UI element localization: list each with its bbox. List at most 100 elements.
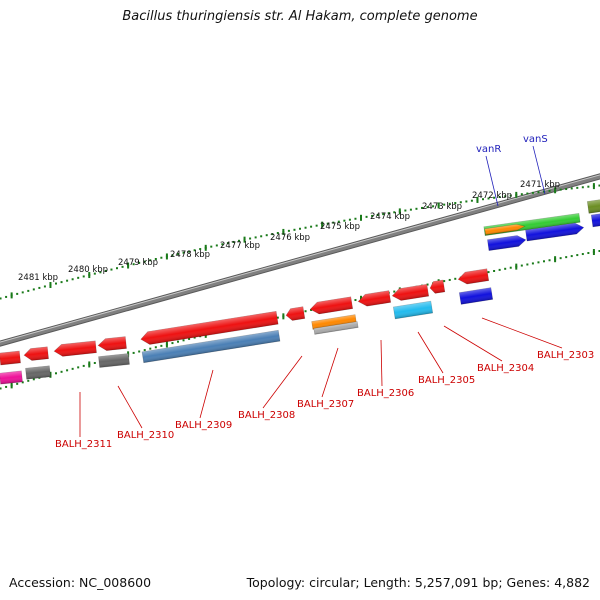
- gene-feature-magenta: [0, 370, 23, 385]
- scale-tick: [49, 371, 52, 378]
- scale-dot: [443, 280, 446, 283]
- genome-backbone-highlight: [0, 174, 600, 343]
- gene-feature-silver-shade: [313, 321, 359, 335]
- scale-tick: [398, 208, 401, 215]
- gene-feature-red-3: [53, 340, 97, 357]
- scale-dot: [509, 266, 512, 269]
- scale-tick: [515, 191, 518, 198]
- scale-tick: [282, 313, 285, 320]
- gene-feature-red-9-shade: [392, 284, 429, 301]
- locus-tag-leader: [380, 339, 383, 387]
- scale-dot: [559, 257, 562, 260]
- gene-feature-red-2-shade: [24, 346, 49, 361]
- scale-dot: [354, 217, 357, 220]
- scale-dot: [32, 378, 35, 381]
- scale-dot: [487, 271, 490, 274]
- kbp-label: 2472 kbp: [472, 191, 512, 201]
- scale-tick: [10, 382, 13, 389]
- locus-tag-leader: [417, 331, 444, 374]
- scale-dot: [287, 229, 290, 232]
- kbp-label: 2479 kbp: [118, 258, 158, 268]
- locus-tag-label: BALH_2304: [477, 363, 534, 374]
- gene-feature-red-1-shade: [0, 350, 21, 366]
- scale-dot: [265, 234, 268, 237]
- gene-feature-red-3-shade: [54, 340, 97, 357]
- scale-tick: [127, 262, 130, 269]
- scale-dot: [354, 299, 357, 302]
- locus-tag-leader: [262, 355, 303, 409]
- gene-feature-olive-shade: [587, 198, 600, 214]
- scale-dot: [60, 281, 63, 284]
- scale-tick: [165, 253, 168, 260]
- scale-dot: [304, 310, 307, 313]
- scale-dot: [71, 278, 74, 281]
- scale-dot: [487, 197, 490, 200]
- scale-dot: [581, 253, 584, 256]
- scale-dot: [27, 289, 30, 292]
- gene-feature-red-4-shade: [98, 336, 127, 351]
- scale-dot: [77, 276, 80, 279]
- scale-dot: [537, 191, 540, 194]
- scale-dot: [520, 264, 523, 267]
- scale-dot: [598, 250, 600, 253]
- scale-dot: [570, 255, 573, 258]
- gene-feature-red-10: [429, 279, 446, 294]
- gene-feature-red-8: [357, 290, 392, 307]
- vanR-feature-orange: [484, 224, 526, 236]
- scale-dot: [565, 256, 568, 259]
- scale-dot: [293, 228, 296, 231]
- kbp-label: 2480 kbp: [68, 265, 108, 275]
- scale-tick: [360, 214, 362, 221]
- scale-dot: [537, 261, 540, 264]
- gene-feature-blue-1: [487, 235, 527, 251]
- scale-dot: [432, 205, 435, 208]
- scale-dot: [365, 215, 368, 218]
- scale-dot: [93, 272, 96, 275]
- scale-dot: [221, 243, 224, 246]
- scale-dot: [310, 225, 313, 228]
- gene-feature-red-8-shade: [358, 290, 391, 307]
- scale-dot: [193, 249, 196, 252]
- scale-tick: [592, 249, 595, 256]
- scale-dot: [132, 351, 135, 354]
- gene-feature-gray-2: [98, 353, 130, 368]
- scale-dot: [565, 188, 568, 191]
- scale-tick: [49, 282, 52, 288]
- scale-dot: [93, 361, 96, 364]
- scale-dot: [415, 207, 418, 210]
- scale-dot: [210, 245, 213, 248]
- scale-dot: [531, 191, 534, 194]
- scale-dot: [498, 268, 501, 271]
- gene-feature-red-9: [391, 283, 430, 301]
- scale-dot: [238, 239, 240, 242]
- gene-name-label: vanR: [476, 144, 501, 155]
- gene-feature-blue-4-shade: [459, 287, 493, 305]
- scale-dot: [66, 369, 69, 372]
- scale-dot: [5, 295, 8, 298]
- scale-dot: [570, 187, 573, 190]
- kbp-label: 2477 kbp: [220, 241, 260, 251]
- scale-dot: [99, 271, 102, 274]
- scale-dot: [404, 209, 407, 212]
- scale-dot: [581, 186, 584, 189]
- gene-feature-red-2: [23, 346, 49, 361]
- scale-dot: [82, 275, 85, 278]
- scale-tick: [10, 292, 13, 299]
- scale-dot: [16, 382, 19, 385]
- gene-feature-red-4: [97, 336, 127, 351]
- kbp-label: 2473 kbp: [422, 202, 462, 212]
- scale-dot: [271, 233, 274, 236]
- scale-dot: [32, 288, 35, 291]
- scale-dot: [332, 221, 335, 224]
- scale-dot: [254, 236, 257, 239]
- scale-dot: [337, 220, 340, 223]
- scale-dot: [177, 252, 179, 255]
- scale-dot: [43, 285, 46, 288]
- locus-tag-leader: [481, 317, 563, 349]
- gene-feature-steelblue-shade: [141, 330, 281, 363]
- scale-dot: [0, 387, 2, 390]
- scale-dot: [160, 256, 163, 259]
- scale-dot: [382, 213, 385, 216]
- scale-dot: [149, 347, 152, 350]
